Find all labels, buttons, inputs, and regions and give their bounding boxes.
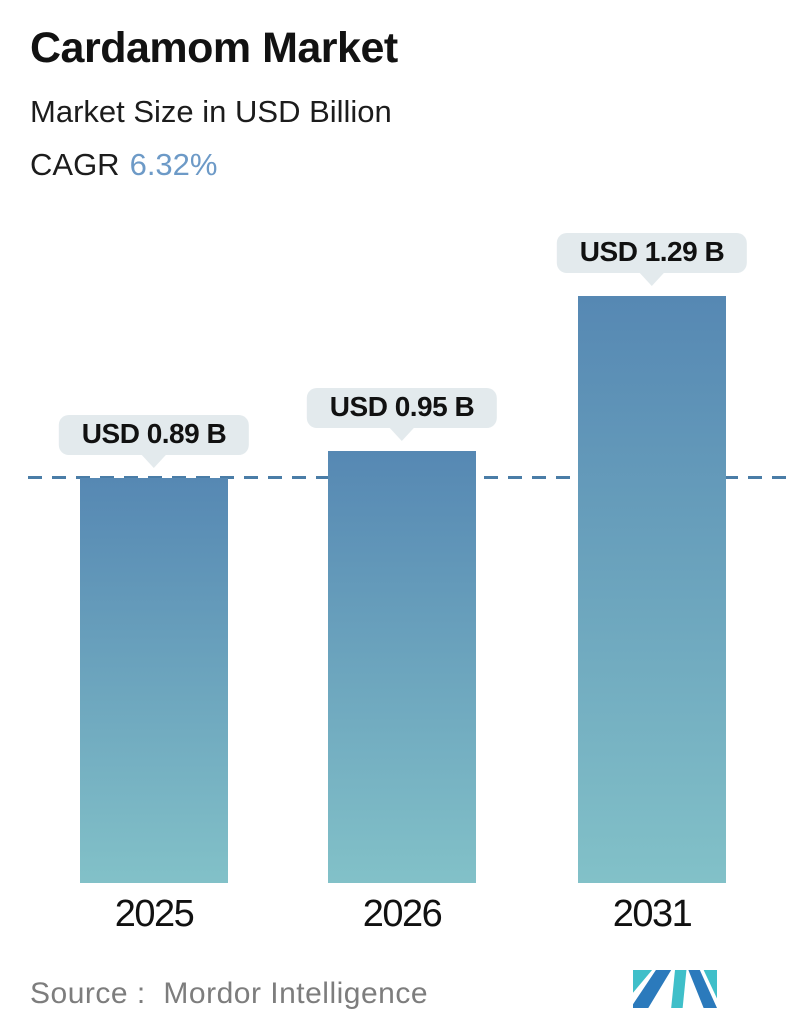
- value-label-bubble: USD 1.29 B: [556, 233, 748, 273]
- bar-2026: [328, 450, 476, 883]
- cagr-value: 6.32%: [129, 147, 218, 182]
- bar-group-2026: USD 0.95 B 2026: [306, 200, 498, 935]
- cagr-label: CAGR: [30, 147, 120, 182]
- source-label: Source :: [30, 977, 146, 1010]
- bar-2025: [80, 478, 228, 883]
- page-title: Cardamom Market: [30, 24, 398, 72]
- bar-group-2031: USD 1.29 B 2031: [556, 200, 748, 935]
- value-label-bubble: USD 0.95 B: [306, 387, 498, 428]
- chart-subtitle: Market Size in USD Billion: [30, 94, 392, 129]
- cagr-line: CAGR 6.32%: [30, 147, 398, 183]
- value-label-bubble: USD 0.89 B: [58, 415, 250, 456]
- mordor-intelligence-logo-icon: [633, 970, 717, 1008]
- bar-chart: USD 0.89 B 2025 USD 0.95 B 2026 USD 1.29…: [0, 200, 796, 940]
- x-axis-label-2026: 2026: [362, 893, 443, 935]
- bar-2031: [578, 296, 726, 883]
- source-attribution: Source : Mordor Intelligence: [30, 977, 428, 1011]
- bar-group-2025: USD 0.89 B 2025: [58, 200, 250, 935]
- x-axis-label-2031: 2031: [612, 893, 693, 935]
- source-value: Mordor Intelligence: [163, 977, 429, 1010]
- x-axis-label-2025: 2025: [114, 893, 195, 935]
- chart-header: Cardamom Market Market Size in USD Billi…: [30, 24, 398, 183]
